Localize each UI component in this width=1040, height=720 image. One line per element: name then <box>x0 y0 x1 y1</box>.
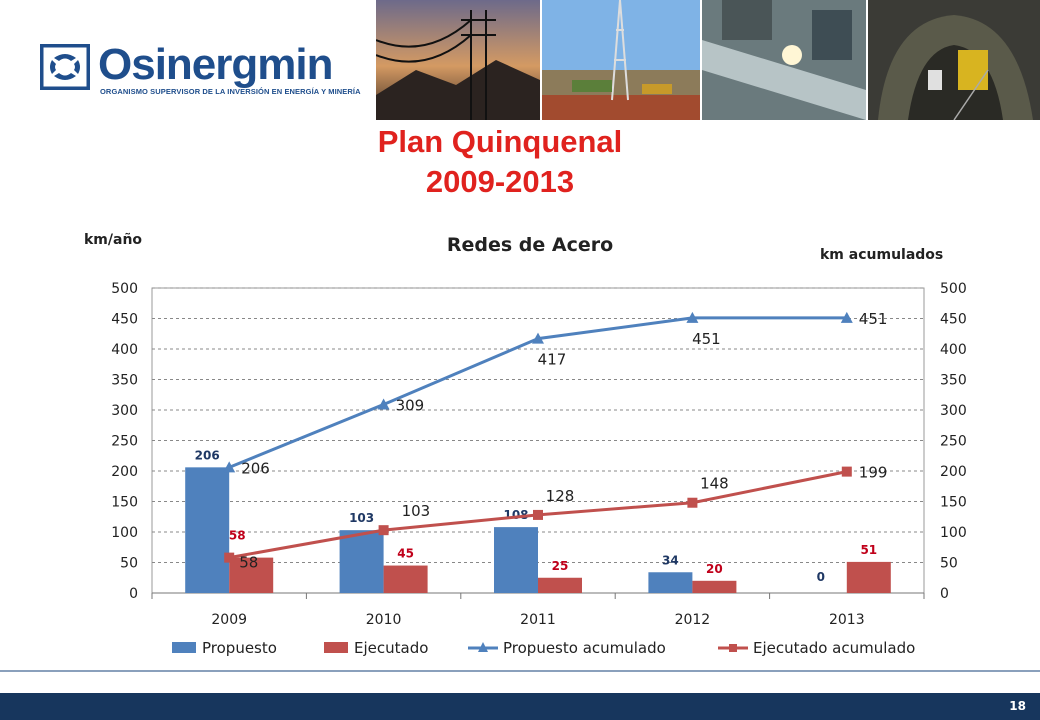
label-propuesto: 103 <box>349 511 374 525</box>
photo-pipeline-welding <box>702 0 866 120</box>
label-ejecutado-acumulado: 128 <box>546 487 575 505</box>
label-propuesto: 206 <box>195 448 220 462</box>
marker-propuesto-acumulado <box>223 461 236 473</box>
legend-item-label: Propuesto <box>202 639 277 657</box>
chart-title: Redes de Acero <box>446 234 614 256</box>
logo-name: Osinergmin <box>98 40 333 89</box>
label-propuesto: 0 <box>817 570 825 584</box>
marker-ejecutado-acumulado <box>224 552 235 563</box>
left-tick-label: 300 <box>111 403 138 419</box>
label-ejecutado-acumulado: 199 <box>859 464 888 482</box>
left-tick-label: 50 <box>120 556 138 572</box>
left-tick-label: 250 <box>111 434 138 450</box>
label-propuesto-acumulado: 206 <box>241 459 270 477</box>
left-tick-label: 350 <box>111 373 138 389</box>
label-propuesto: 34 <box>662 553 679 567</box>
marker-ejecutado-acumulado <box>841 466 852 477</box>
label-ejecutado: 58 <box>229 529 246 543</box>
marker-propuesto-acumulado <box>532 332 544 344</box>
legend-marker <box>478 642 488 652</box>
legend-item-label: Ejecutado acumulado <box>753 639 915 657</box>
footer-bar <box>0 693 1040 720</box>
left-tick-label: 500 <box>111 281 138 297</box>
right-axis-label: km acumulados <box>820 247 944 263</box>
marker-ejecutado-acumulado <box>687 497 698 508</box>
left-tick-label: 450 <box>111 312 138 328</box>
right-tick-label: 350 <box>940 373 967 389</box>
label-ejecutado: 20 <box>706 562 723 576</box>
legend-item-label: Propuesto acumulado <box>503 639 666 657</box>
x-tick-label: 2012 <box>675 612 711 628</box>
right-tick-label: 50 <box>940 556 958 572</box>
legend-swatch <box>324 642 348 653</box>
left-axis-label: km/año <box>84 232 143 248</box>
marker-propuesto-acumulado <box>377 398 390 410</box>
photo-drilling-rig <box>542 0 700 120</box>
legend-item-label: Ejecutado <box>354 639 428 657</box>
osinergmin-logo: Osinergmin ORGANISMO SUPERVISOR DE LA IN… <box>40 40 370 100</box>
label-ejecutado-acumulado: 58 <box>239 554 258 572</box>
x-tick-label: 2009 <box>211 612 247 628</box>
right-tick-label: 250 <box>940 434 967 450</box>
label-ejecutado: 45 <box>397 547 414 561</box>
marker-ejecutado-acumulado <box>533 509 543 520</box>
bar-propuesto <box>648 572 693 593</box>
label-propuesto-acumulado: 309 <box>396 397 425 415</box>
left-tick-label: 150 <box>111 495 138 511</box>
footer-divider <box>0 670 1040 672</box>
label-ejecutado: 25 <box>552 559 569 573</box>
label-ejecutado-acumulado: 103 <box>402 502 431 520</box>
right-tick-label: 0 <box>940 586 949 602</box>
x-tick-label: 2011 <box>520 612 556 628</box>
photo-mining-tunnel <box>868 0 1040 120</box>
bar-ejecutado <box>383 565 428 593</box>
legend-swatch <box>172 642 196 653</box>
left-tick-label: 200 <box>111 464 138 480</box>
slide-title: Plan Quinquenal <box>377 124 623 159</box>
bar-propuesto <box>185 467 230 593</box>
left-tick-label: 100 <box>111 525 138 541</box>
right-tick-label: 500 <box>940 281 967 297</box>
bar-ejecutado <box>846 561 891 593</box>
marker-ejecutado-acumulado <box>378 525 389 536</box>
label-propuesto-acumulado: 451 <box>859 310 888 328</box>
bar-ejecutado <box>229 557 274 593</box>
right-tick-label: 300 <box>940 403 967 419</box>
logo-emblem-icon <box>40 44 90 90</box>
left-tick-label: 0 <box>129 586 138 602</box>
bar-ejecutado <box>692 580 737 593</box>
label-propuesto-acumulado: 451 <box>692 330 721 348</box>
bar-propuesto <box>339 530 384 593</box>
x-tick-label: 2013 <box>829 612 865 628</box>
right-tick-label: 450 <box>940 312 967 328</box>
label-ejecutado-acumulado: 148 <box>700 475 729 493</box>
bar-ejecutado <box>538 577 582 593</box>
label-propuesto-acumulado: 417 <box>538 351 567 369</box>
marker-propuesto-acumulado <box>840 311 853 323</box>
bar-propuesto <box>494 527 538 593</box>
right-tick-label: 400 <box>940 342 967 358</box>
label-ejecutado: 51 <box>860 543 877 557</box>
marker-propuesto-acumulado <box>686 311 699 323</box>
x-tick-label: 2010 <box>366 612 402 628</box>
slide-subtitle: 2009-2013 <box>425 164 575 199</box>
right-tick-label: 100 <box>940 525 967 541</box>
right-tick-label: 150 <box>940 495 967 511</box>
header: Osinergmin ORGANISMO SUPERVISOR DE LA IN… <box>0 0 1040 120</box>
legend-marker <box>729 644 737 652</box>
left-tick-label: 400 <box>111 342 138 358</box>
right-tick-label: 200 <box>940 464 967 480</box>
logo-subtitle: ORGANISMO SUPERVISOR DE LA INVERSIÓN EN … <box>100 87 361 96</box>
page-number: 18 <box>1009 699 1026 713</box>
photo-power-lines <box>376 0 540 120</box>
